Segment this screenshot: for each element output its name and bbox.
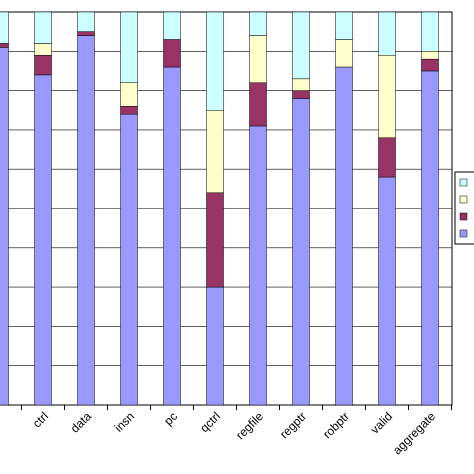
bar-segment-series-1 [378, 176, 396, 406]
bar-segment-series-3 [120, 82, 138, 107]
bar-segment-series-1 [34, 74, 52, 406]
bar-segment-series-2 [163, 39, 181, 68]
legend-box [454, 171, 474, 245]
legend [454, 171, 474, 245]
bars [0, 11, 439, 406]
bar-segment-series-4 [77, 11, 95, 32]
bar-segment-series-2 [249, 82, 267, 127]
bar-segment-series-4 [335, 11, 353, 40]
gridlines [0, 50, 452, 367]
x-tick-label: regfile [233, 409, 266, 442]
bar-segment-series-4 [292, 11, 310, 80]
bar-segment-series-2 [34, 54, 52, 76]
bar-segment-series-3 [378, 54, 396, 139]
legend-swatch-series-3 [459, 195, 468, 204]
bar-segment-series-3 [421, 51, 439, 60]
bar-segment-series-2 [206, 192, 224, 288]
bar-segment-series-4 [120, 11, 138, 83]
bar-segment-series-3 [249, 35, 267, 83]
x-tick-label: aggregate [390, 409, 438, 457]
bar-segment-series-2 [378, 137, 396, 178]
bar-segment-series-2 [0, 43, 9, 48]
bar-segment-series-1 [292, 98, 310, 406]
x-tick-label: insn [112, 409, 137, 434]
bar-segment-series-3 [292, 78, 310, 91]
legend-swatch-series-2 [459, 212, 468, 221]
bar-segment-series-4 [249, 11, 267, 36]
bar-segment-series-4 [34, 11, 52, 44]
bar-segment-series-1 [77, 35, 95, 406]
x-tick-label: ctrl [30, 409, 51, 430]
bar-segment-series-1 [163, 66, 181, 406]
bar-segment-series-1 [421, 70, 439, 406]
x-axis: ctrl data insn pc qctrl regfile regptr robptr va… [21, 405, 452, 457]
bar-segment-series-2 [77, 31, 95, 36]
bar-segment-series-4 [0, 11, 9, 44]
bar-segment-series-4 [378, 11, 396, 56]
bar-segment-series-2 [120, 106, 138, 115]
bar-segment-series-4 [163, 11, 181, 40]
x-tick-label: valid [368, 409, 395, 436]
bar-segment-series-1 [335, 66, 353, 406]
x-tick-label: pc [161, 409, 180, 428]
bar-segment-series-4 [421, 11, 439, 52]
bar-segment-series-1 [206, 286, 224, 406]
bar-segment-series-3 [206, 110, 224, 194]
bar-segment-series-2 [292, 90, 310, 99]
bar-segment-series-1 [249, 125, 267, 406]
bar-segment-series-4 [206, 11, 224, 111]
bar-segment-series-1 [0, 47, 9, 406]
legend-swatch-series-4 [459, 178, 468, 187]
bar-segment-series-3 [335, 39, 353, 68]
bar-segment-series-3 [34, 43, 52, 56]
legend-swatch-series-1 [459, 229, 468, 238]
bar-segment-series-1 [120, 113, 138, 406]
x-tick-label: regptr [277, 409, 309, 441]
x-tick-label: data [68, 409, 95, 436]
bar-segment-series-2 [421, 58, 439, 72]
x-tick-label: qctrl [197, 409, 223, 435]
x-tick-label: robptr [320, 409, 352, 441]
